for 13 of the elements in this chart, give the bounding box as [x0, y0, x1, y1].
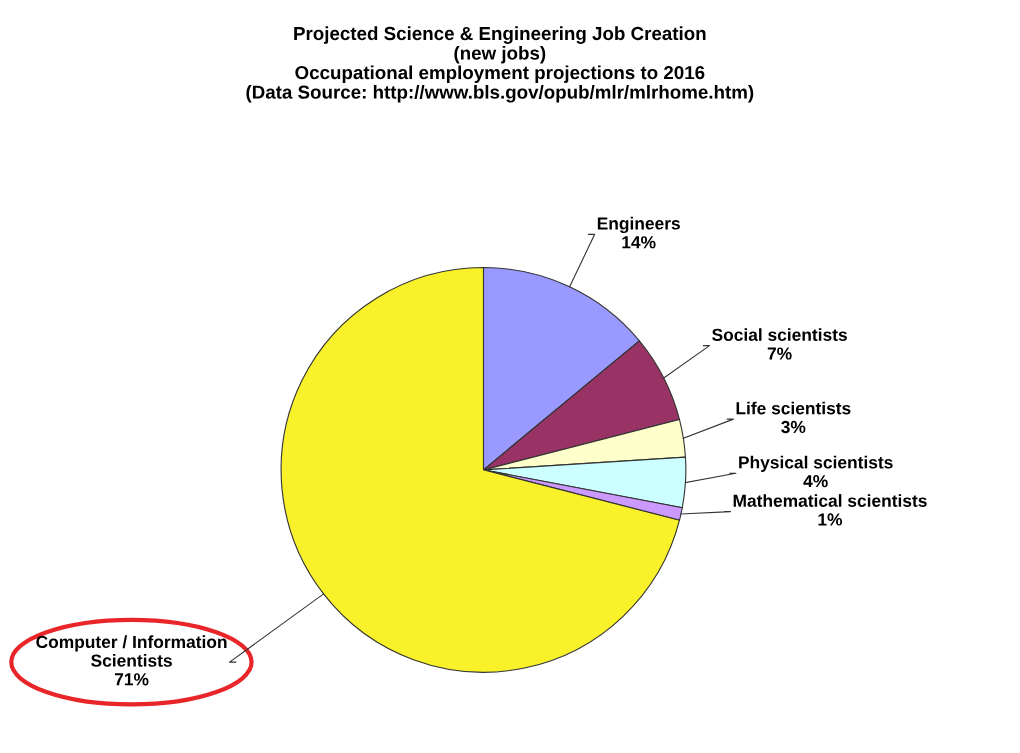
slice-label: Life scientists: [736, 401, 851, 415]
slice-label: Computer / Information Scientists: [36, 635, 227, 667]
slice-label: Physical scientists: [739, 455, 893, 472]
slice-label: Engineers: [597, 216, 680, 234]
data-label: 71%: [114, 673, 149, 686]
slice-label: Social scientists: [712, 328, 847, 341]
slice-label: Mathematical scientists: [733, 494, 927, 507]
data-label: 7%: [767, 347, 792, 360]
data-label: 14%: [622, 236, 656, 249]
data-label: 1%: [818, 513, 843, 526]
chart-title: Projected Science & Engineering Job Creation (new jobs) Occupational employment projections to 2016 (Data Source: http://www.bls.gov/opub/mlr/mlrhome.htm): [246, 26, 754, 103]
data-label: 4%: [803, 474, 828, 488]
data-label: 3%: [781, 420, 806, 434]
